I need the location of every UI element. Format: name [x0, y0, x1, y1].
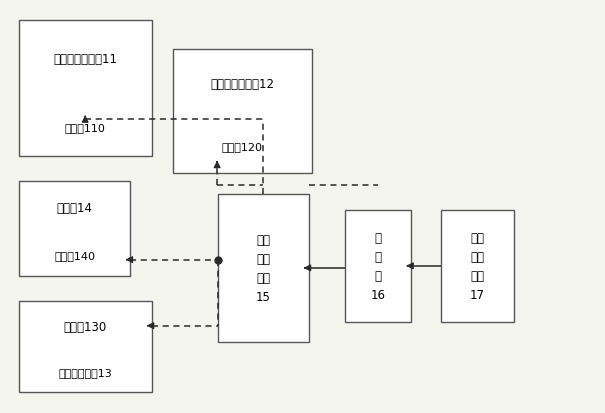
Bar	[19, 182, 131, 276]
Text: 电源端140: 电源端140	[54, 251, 95, 261]
Text: 电源端120: 电源端120	[221, 141, 263, 152]
Bar	[218, 194, 309, 342]
Text: 控制电路单元13: 控制电路单元13	[58, 367, 112, 377]
Bar	[441, 211, 514, 322]
Text: 光组件14: 光组件14	[57, 202, 93, 215]
Bar	[172, 50, 312, 173]
Text: 降压
电路
单元
15: 降压 电路 单元 15	[256, 233, 270, 303]
Bar	[19, 21, 152, 157]
Text: 系统
供电
电源
17: 系统 供电 电源 17	[470, 231, 485, 301]
Text: 电源端130: 电源端130	[64, 320, 107, 333]
Text: 电源端110: 电源端110	[65, 122, 106, 132]
Text: 接收机电路单元12: 接收机电路单元12	[210, 78, 274, 91]
Bar	[345, 211, 411, 322]
Text: 发射机电路单元11: 发射机电路单元11	[53, 53, 117, 66]
Bar	[19, 301, 152, 392]
Text: 电
接
口
16: 电 接 口 16	[370, 231, 385, 301]
